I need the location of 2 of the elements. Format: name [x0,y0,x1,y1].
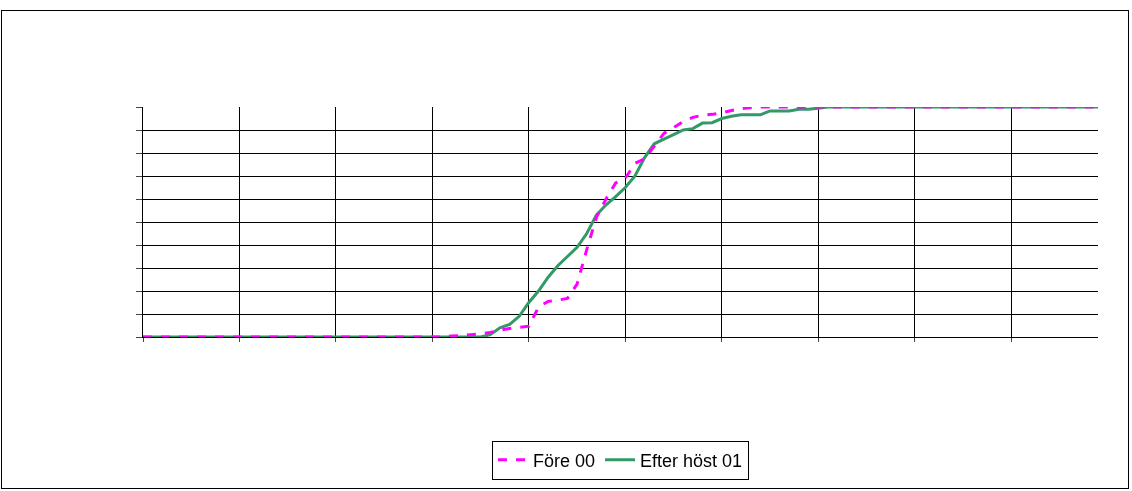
legend-label: Före 00 [533,450,596,471]
legend-label: Efter höst 01 [640,450,743,471]
